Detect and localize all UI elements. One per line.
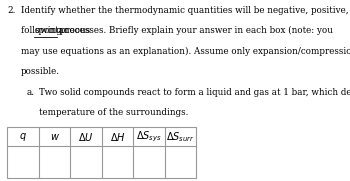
Text: Two solid compounds react to form a liquid and gas at 1 bar, which decreases the: Two solid compounds react to form a liqu… [39, 88, 350, 97]
Text: possible.: possible. [21, 67, 60, 76]
Text: Identify whether the thermodynamic quantities will be negative, positive, or zer: Identify whether the thermodynamic quant… [21, 6, 350, 15]
Text: may use equations as an explanation). Assume only expansion/compression work is: may use equations as an explanation). As… [21, 47, 350, 56]
Text: spontaneous: spontaneous [34, 26, 91, 35]
Text: following: following [21, 26, 65, 35]
Text: $w$: $w$ [50, 132, 60, 142]
Text: 2.: 2. [7, 6, 16, 15]
Text: $\Delta H$: $\Delta H$ [110, 131, 125, 143]
Text: temperature of the surroundings.: temperature of the surroundings. [39, 108, 188, 117]
Text: $q$: $q$ [19, 131, 27, 143]
Text: processes. Briefly explain your answer in each box (note: you: processes. Briefly explain your answer i… [57, 26, 333, 35]
Text: $\Delta S_{surr}$: $\Delta S_{surr}$ [166, 130, 195, 144]
Text: a.: a. [27, 88, 35, 97]
Bar [7, 127, 196, 178]
Text: $\Delta S_{sys}$: $\Delta S_{sys}$ [136, 129, 162, 144]
Text: $\Delta U$: $\Delta U$ [78, 131, 94, 143]
